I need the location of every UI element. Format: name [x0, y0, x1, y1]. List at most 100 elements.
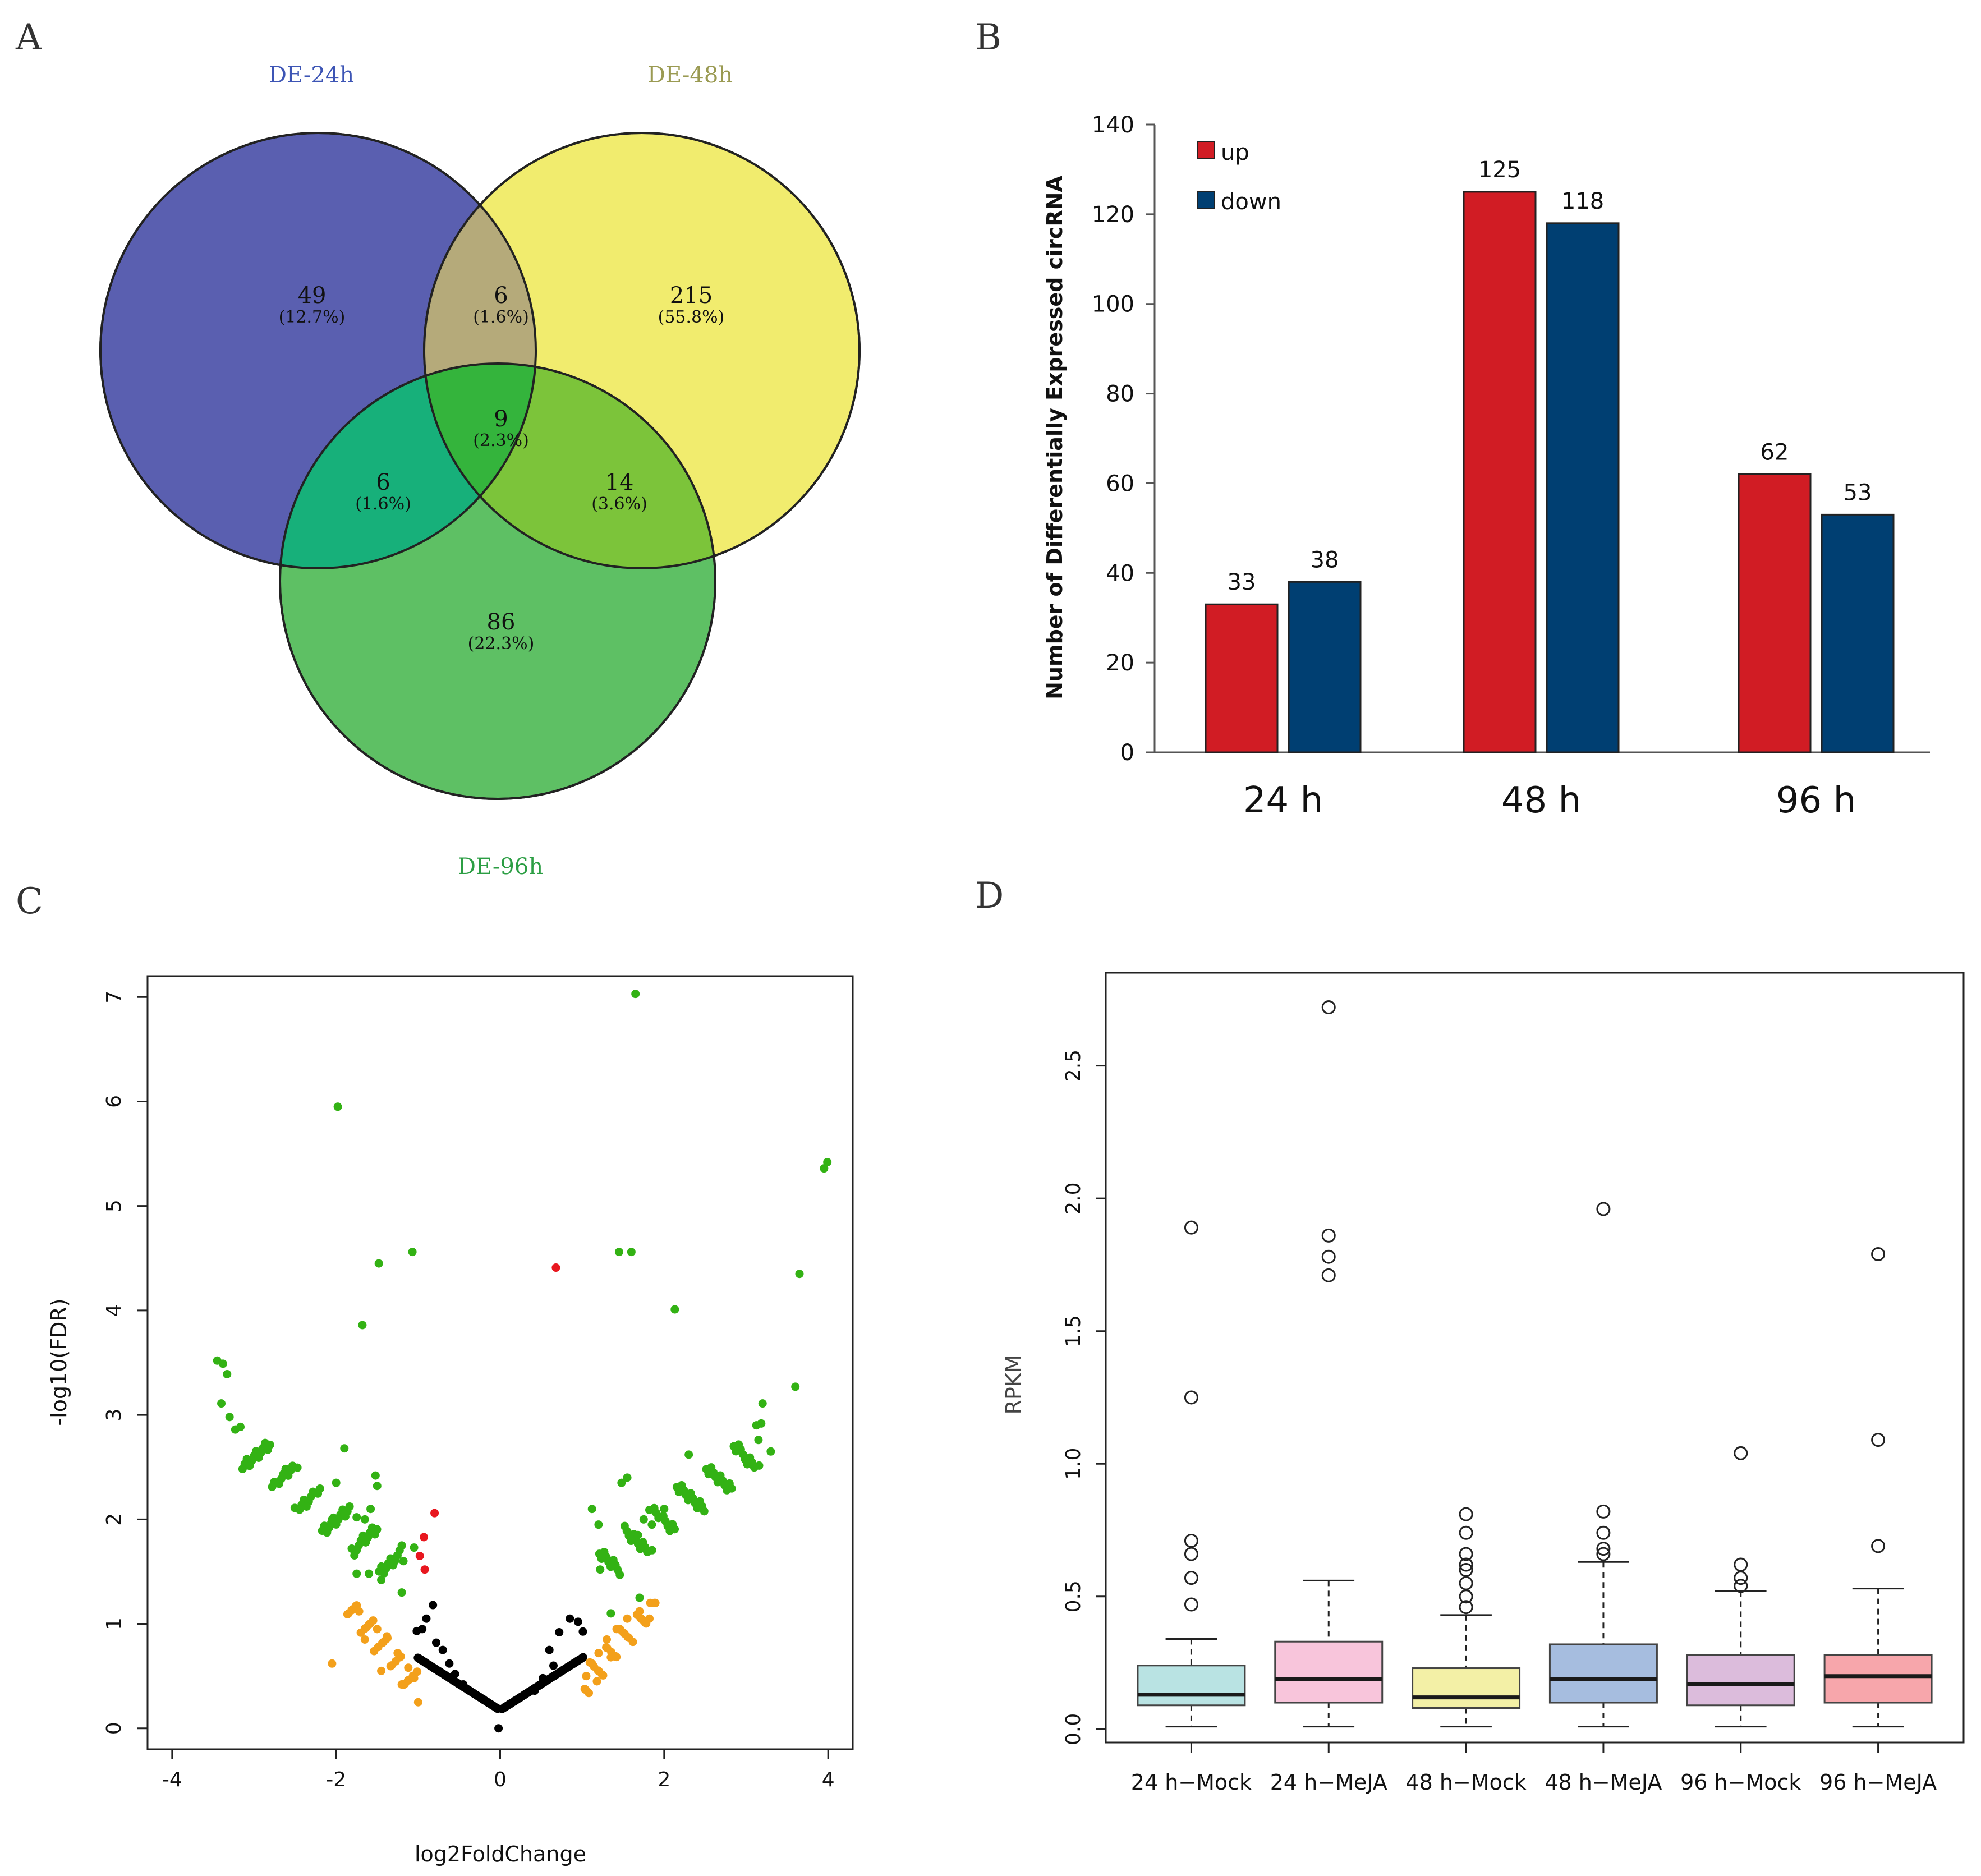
point-sig	[254, 1454, 263, 1463]
venn-overlap-48h-96h	[424, 364, 715, 568]
y-tick-label: 0.0	[1062, 1713, 1085, 1745]
panel-label-b: B	[975, 17, 1001, 58]
y-tick-label: 4	[103, 1304, 126, 1317]
point-ns	[429, 1601, 438, 1610]
point-sig	[615, 1570, 624, 1579]
point-ns	[507, 1699, 516, 1708]
y-tick-label: 40	[1106, 560, 1134, 586]
x-tick-label: 96 h−Mock	[1680, 1770, 1801, 1795]
outlier-point	[1459, 1589, 1473, 1604]
y-tick-label: 3	[103, 1409, 126, 1422]
point-ns	[566, 1614, 574, 1623]
y-tick-label: 0	[1120, 740, 1134, 766]
point-sig	[631, 990, 640, 999]
point-sig	[750, 1463, 759, 1472]
outlier-point	[1459, 1525, 1473, 1540]
point-sig	[293, 1463, 302, 1472]
point-sig	[758, 1399, 767, 1408]
box	[1412, 1667, 1521, 1709]
point-fc	[386, 1662, 395, 1671]
point-sig	[754, 1436, 763, 1445]
point-sig	[684, 1496, 693, 1505]
point-sig	[333, 1102, 342, 1111]
venn-pct-96h: (22.3%)	[468, 634, 535, 654]
bar-down	[1546, 222, 1620, 753]
outlier-point	[1596, 1525, 1611, 1540]
point-fc	[635, 1607, 644, 1616]
y-tick-label: 0.5	[1062, 1580, 1085, 1612]
venn-pct-48h-96h: (3.6%)	[591, 494, 647, 514]
y-tick-label: 5	[103, 1199, 126, 1212]
point-sig	[823, 1157, 832, 1166]
point-ns	[549, 1661, 558, 1670]
outlier-point	[1459, 1576, 1473, 1590]
x-tick-label: 48 h	[1501, 780, 1581, 821]
point-fdr	[551, 1263, 560, 1272]
panel-label-d: D	[975, 875, 1004, 917]
box	[1274, 1640, 1384, 1704]
panel-d: D 0.0 0.5 1.0 1.5 2.0 2.5 RPKM 24 h−Mock 24 h−Me…	[975, 875, 1965, 1795]
outlier-point	[1459, 1557, 1473, 1572]
point-sig	[684, 1450, 693, 1459]
volcano-plot: -4 -2 0 2 4 0 1 2 3 4 5 6 7 log2FoldChange -log10(FDR)	[47, 975, 854, 1866]
outlier-point	[1596, 1202, 1611, 1216]
point-ns	[418, 1625, 427, 1634]
point-sig	[350, 1551, 359, 1560]
point-sig	[371, 1471, 380, 1480]
point-sig	[795, 1270, 804, 1279]
point-sig	[295, 1505, 304, 1514]
box	[1548, 1643, 1658, 1704]
point-fc	[595, 1667, 604, 1676]
outlier-point	[1734, 1557, 1748, 1572]
venn-count-all: 9	[494, 406, 508, 432]
point-sig	[314, 1489, 323, 1498]
box	[1686, 1654, 1795, 1707]
point-sig	[217, 1399, 226, 1408]
x-tick-label: 48 h−Mock	[1405, 1770, 1526, 1795]
x-tick-label: -4	[162, 1768, 182, 1791]
plot-frame	[1105, 972, 1965, 1744]
x-tick-label: 48 h−MeJA	[1545, 1770, 1662, 1795]
point-sig	[328, 1515, 337, 1524]
point-sig	[397, 1588, 406, 1597]
point-sig	[373, 1482, 382, 1491]
point-fc	[645, 1614, 654, 1623]
point-sig	[597, 1554, 606, 1563]
point-ns	[473, 1691, 482, 1700]
outlier-point	[1184, 1547, 1198, 1561]
bar-chart: 0 20 40 60 80 100 120 140 33 38 24 h 125 118 48 h 62 53…	[1042, 112, 1930, 821]
point-fc	[369, 1616, 378, 1625]
point-fc	[594, 1649, 603, 1658]
point-sig	[606, 1562, 615, 1571]
point-sig	[700, 1507, 709, 1516]
y-axis-label: RPKM	[1001, 1354, 1026, 1414]
point-ns	[550, 1671, 559, 1680]
outlier-point	[1321, 1000, 1336, 1015]
bar-value-label: 125	[1478, 157, 1521, 183]
outlier-point	[1871, 1539, 1886, 1553]
outlier-point	[1459, 1562, 1473, 1577]
point-sig	[389, 1559, 398, 1568]
x-tick-label: 2	[658, 1768, 670, 1791]
venn-count-24h: 49	[298, 283, 327, 309]
bar-value-label: 38	[1311, 547, 1339, 573]
point-sig	[627, 1248, 636, 1257]
venn-count-24h-48h: 6	[494, 283, 508, 309]
point-ns	[459, 1680, 468, 1689]
point-fc	[413, 1667, 422, 1676]
point-sig	[340, 1444, 349, 1453]
x-tick-label: 24 h−Mock	[1131, 1770, 1252, 1795]
point-ns	[545, 1645, 554, 1654]
venn-pct-all: (2.3%)	[473, 431, 529, 450]
bar-value-label: 33	[1228, 569, 1256, 595]
point-fc	[383, 1632, 392, 1641]
point-sig	[596, 1565, 605, 1574]
bar-value-label: 53	[1844, 480, 1872, 505]
y-tick-label: 120	[1092, 202, 1134, 228]
point-fc	[410, 1673, 419, 1682]
point-sig	[791, 1382, 800, 1391]
outlier-point	[1459, 1600, 1473, 1615]
box	[1137, 1665, 1246, 1707]
outlier-point	[1734, 1571, 1748, 1585]
